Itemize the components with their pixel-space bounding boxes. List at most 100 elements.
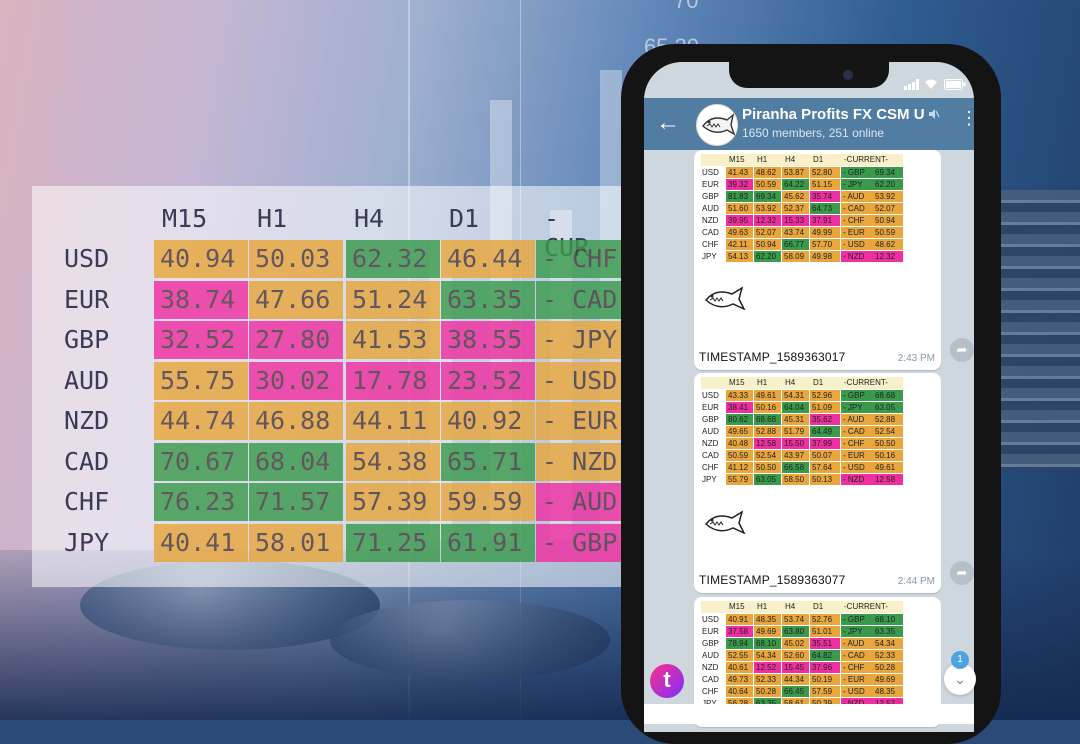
mini-row-label: GBP (702, 639, 719, 648)
mini-col-header: H1 (757, 378, 768, 387)
mini-cell: 44.34 (782, 674, 809, 685)
mini-cell: 78.94 (726, 638, 753, 649)
message-time: 2:44 PM (897, 576, 935, 587)
mini-cell: 40.61 (726, 662, 753, 673)
mini-current-label: - USD (841, 239, 873, 250)
mini-cell: 51.15 (810, 179, 840, 190)
mini-cell: 35.51 (810, 638, 840, 649)
mini-row-label: CAD (702, 675, 719, 684)
mini-cell: 37.91 (810, 215, 840, 226)
mini-cell: 49.99 (810, 227, 840, 238)
mini-cell: 48.62 (754, 167, 781, 178)
mini-row-label: AUD (702, 427, 719, 436)
mini-current-value: 54.34 (873, 638, 903, 649)
big-cell: 40.41 (154, 523, 248, 562)
message-input-bar[interactable] (644, 704, 974, 724)
mini-cell: 48.35 (754, 614, 781, 625)
big-col-header: H1 (257, 204, 288, 233)
mini-col-header: H4 (785, 378, 796, 387)
mini-current-value: 50.50 (873, 438, 903, 449)
mini-current-value: 50.59 (873, 227, 903, 238)
mini-row-label: EUR (702, 627, 719, 636)
mini-current-label: - GBP (841, 167, 873, 178)
bg-number: 70 (674, 0, 699, 13)
mini-cell: 41.43 (726, 167, 753, 178)
mini-col-header: D1 (813, 602, 824, 611)
mini-cell: 66.45 (782, 686, 809, 697)
mini-current-value: 68.68 (873, 390, 903, 401)
camera-icon (843, 70, 853, 80)
mini-current-value: 12.58 (873, 474, 903, 485)
mini-header-band (701, 377, 903, 389)
big-cell: 38.55 (441, 321, 535, 359)
big-cell: 57.39 (346, 483, 440, 521)
mini-row-label: NZD (702, 663, 719, 672)
arrow-left-icon[interactable]: ← (656, 109, 680, 136)
mini-cell: 58.09 (782, 251, 809, 262)
mini-cell: 45.02 (782, 638, 809, 649)
share-icon[interactable]: ➦ (950, 561, 974, 585)
mini-cell: 12.58 (754, 438, 781, 449)
big-cell: 71.25 (346, 523, 440, 562)
big-col-header: D1 (449, 204, 480, 233)
big-row-label: EUR (64, 284, 110, 314)
mini-cell: 50.59 (726, 450, 753, 461)
mini-row-label: CAD (702, 228, 719, 237)
mini-current-label: - USD (841, 462, 873, 473)
big-cell: 30.02 (249, 361, 343, 400)
big-col-header: H4 (354, 204, 385, 233)
mini-cell: 49.61 (754, 390, 781, 401)
mini-cell: 64.82 (810, 650, 840, 661)
mini-col-header: -CURRENT- (844, 602, 888, 611)
mini-cell: 58.50 (782, 474, 809, 485)
phone-notch (729, 58, 889, 88)
mini-row-label: USD (702, 615, 719, 624)
message-bubble[interactable]: M15 H1 H4 D1 -CURRENT- USD 43.33 49.61 54.31 52.9… (694, 373, 941, 593)
mini-current-value: 12.52 (873, 698, 903, 709)
big-current-cell: - NZD (536, 442, 626, 481)
mini-row-label: USD (702, 168, 719, 177)
big-cell: 51.24 (346, 280, 440, 319)
wifi-icon (924, 78, 938, 93)
mini-current-value: 63.35 (873, 626, 903, 637)
mini-cell: 64.49 (810, 426, 840, 437)
more-vertical-icon[interactable]: ⋮ (960, 108, 978, 128)
mini-cell: 37.99 (810, 438, 840, 449)
mini-current-label: - CHF (841, 215, 873, 226)
big-cell: 59.59 (441, 483, 535, 521)
mini-row-label: JPY (702, 475, 717, 484)
mini-cell: 15.45 (782, 662, 809, 673)
coin-stack (990, 190, 1080, 470)
mini-row-label: CAD (702, 451, 719, 460)
mini-cell: 81.83 (726, 191, 753, 202)
mini-col-header: H1 (757, 602, 768, 611)
mini-cell: 37.96 (810, 662, 840, 673)
mini-cell: 52.80 (810, 167, 840, 178)
mini-current-value: 49.61 (873, 462, 903, 473)
mini-cell: 52.07 (754, 227, 781, 238)
big-cell: 27.80 (249, 321, 343, 359)
big-cell: 61.91 (441, 523, 535, 562)
mini-current-value: 69.34 (873, 167, 903, 178)
big-cell: 32.52 (154, 321, 248, 359)
mini-current-value: 52.54 (873, 426, 903, 437)
mini-cell: 54.13 (726, 251, 753, 262)
big-current-cell: - GBP (536, 523, 626, 562)
message-time: 2:43 PM (897, 353, 935, 364)
big-cell: 47.66 (249, 280, 343, 319)
group-avatar[interactable] (696, 104, 738, 146)
mini-current-value: 50.28 (873, 662, 903, 673)
mini-current-value: 63.05 (873, 402, 903, 413)
big-cell: 44.11 (346, 402, 440, 440)
mini-current-value: 49.69 (873, 674, 903, 685)
big-cell: 71.57 (249, 483, 343, 521)
share-icon[interactable]: ➦ (950, 338, 974, 362)
mini-cell: 52.54 (754, 450, 781, 461)
chat-subtitle: 1650 members, 251 online (742, 126, 885, 140)
big-col-header: M15 (162, 204, 208, 233)
mini-cell: 51.60 (726, 203, 753, 214)
mini-col-header: H4 (785, 155, 796, 164)
mini-current-label: - GBP (841, 390, 873, 401)
chat-title[interactable]: Piranha Profits FX CSM U... (742, 106, 924, 123)
message-bubble[interactable]: M15 H1 H4 D1 -CURRENT- USD 41.43 48.62 53.87 52.8… (694, 150, 941, 370)
